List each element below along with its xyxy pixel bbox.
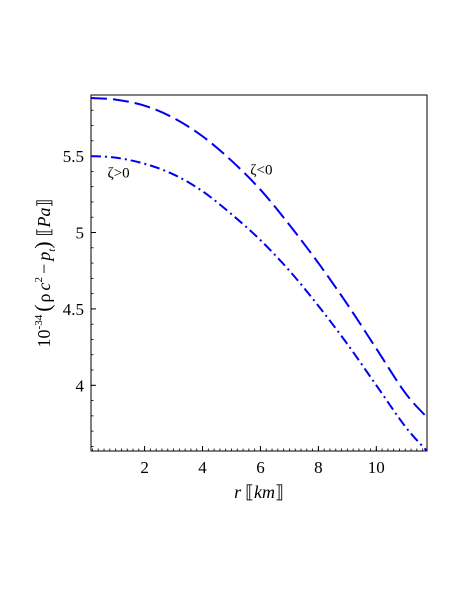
y-paren-close: ) [30,241,55,248]
x-axis-var: r [234,482,242,502]
x-tick-label: 6 [256,458,265,477]
x-tick-label: 4 [198,458,207,477]
y-tick-label: 4.5 [63,300,84,319]
x-tick-label: 8 [314,458,323,477]
y-p-sub: t [46,248,58,252]
x-minor-ticks [92,448,424,451]
x-tick-label: 2 [140,458,149,477]
y-axis-label: 10-34 ( ρc2 −pt) ⟦Pa⟧ [30,199,58,348]
annotation-layer: ζ<0 ζ>0 [108,162,273,181]
y-unit: Pa [34,207,54,228]
y-scale-exp: -34 [33,314,45,329]
y-c-exp: 2 [33,277,45,283]
y-scale-base: 10 [34,329,54,347]
y-bracket-open: ⟦ [34,227,54,236]
series-line-1 [90,155,428,452]
series-layer [90,97,428,452]
y-minus: − [34,264,54,274]
x-axis-label: r ⟦km⟧ [234,482,284,502]
y-rho: ρ [34,293,54,302]
y-paren-open: ( [30,304,55,311]
y-tick-label: 5.5 [63,147,84,166]
x-tick-label: 10 [368,458,385,477]
y-axis-ticks: 4 4.5 5 5.5 [63,147,96,395]
y-tick-label: 4 [76,376,85,395]
x-axis-unit: km [254,482,275,502]
annotation-0: ζ<0 [250,162,272,178]
y-bracket-close: ⟧ [34,199,54,208]
series-line-0 [90,97,428,419]
annotation-1: ζ>0 [108,166,130,182]
y-p: p [34,252,54,263]
plot-frame [90,94,428,452]
y-tick-label: 5 [76,224,85,243]
x-axis-ticks: 2 4 6 8 10 [140,446,385,477]
y-c: c [34,282,54,290]
x-axis-bracket-close: ⟧ [275,482,284,502]
x-axis-bracket-open: ⟦ [245,482,254,502]
